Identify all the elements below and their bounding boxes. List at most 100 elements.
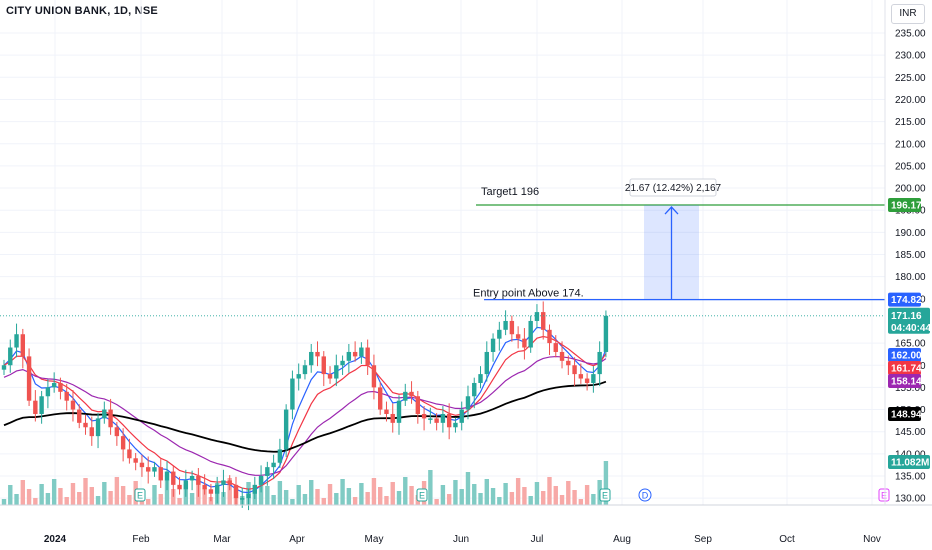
volume-bar — [327, 484, 333, 505]
y-tick-label: 140.00 — [895, 449, 926, 460]
candle-body — [371, 365, 377, 388]
candle-body — [472, 382, 477, 397]
candle-body — [277, 449, 283, 463]
candle-body — [164, 471, 170, 481]
volume-bar — [334, 493, 339, 505]
candle-body — [465, 396, 471, 410]
candle-body — [334, 365, 339, 379]
x-tick-label: Mar — [213, 534, 231, 545]
volume-bar — [14, 494, 19, 505]
candle-body — [95, 418, 101, 437]
candle-body — [26, 356, 32, 401]
volume-bar — [346, 488, 352, 505]
candle-body — [296, 374, 301, 379]
candle-body — [139, 462, 145, 468]
earnings-marker — [416, 488, 428, 502]
candle-body — [428, 418, 433, 420]
candle-body — [384, 409, 389, 414]
candle-body — [553, 343, 558, 352]
x-tick-label: Jun — [453, 534, 469, 545]
candle-body — [603, 315, 609, 352]
volume-bar — [33, 498, 38, 505]
candle-body — [509, 320, 515, 335]
y-tick-label: 225.00 — [895, 73, 926, 84]
candle-body — [83, 422, 88, 428]
candle-body — [252, 484, 257, 494]
volume-bar — [378, 487, 383, 505]
candle-body — [390, 413, 395, 423]
ema-price-text: 161.74 — [891, 364, 922, 375]
candle-body — [102, 409, 107, 419]
volume-bar — [277, 481, 283, 505]
candle-body — [315, 351, 320, 357]
volume-bar — [146, 499, 151, 505]
volume-bar — [434, 499, 439, 505]
y-tick-label: 190.00 — [895, 228, 926, 239]
candle-body — [547, 329, 552, 344]
target-price-tag-text: 196.17 — [891, 201, 922, 212]
volume-bar — [58, 488, 63, 505]
candle-body — [396, 400, 402, 423]
entry-price-tag — [888, 292, 921, 307]
volume-bar — [503, 483, 508, 505]
candle-body — [528, 320, 533, 348]
volume-tag — [888, 455, 930, 469]
candle-body — [490, 338, 496, 352]
candle-body — [591, 374, 596, 383]
candle-body — [8, 347, 13, 366]
measure-label: 21.67 (12.42%) 2,167 — [625, 183, 722, 194]
ema-price-tag — [888, 348, 921, 362]
candle-body — [271, 462, 276, 468]
candle-body — [58, 382, 63, 392]
candle-body — [378, 387, 383, 410]
y-tick-label: 180.00 — [895, 272, 926, 283]
drawing-overlays: 21.67 (12.42%) 2,167 Target1 196 Entry poi… — [0, 178, 890, 502]
entry-price-tag-text: 174.82 — [891, 295, 922, 306]
volume-bar — [70, 483, 76, 505]
candle-body — [33, 400, 38, 414]
candle-body — [177, 484, 182, 490]
candle-body — [440, 413, 446, 423]
ema-line — [3, 335, 607, 490]
candle-body — [302, 365, 308, 375]
volume-bar — [572, 490, 577, 505]
candle-body — [196, 476, 201, 485]
candle-body — [578, 374, 584, 379]
volume-bar — [446, 494, 452, 505]
y-tick-label: 205.00 — [895, 161, 926, 172]
volume-bar — [95, 496, 101, 505]
candle-body — [541, 312, 546, 330]
volume-bar — [39, 484, 44, 505]
candle-body — [503, 320, 508, 330]
volume-bar — [453, 480, 458, 505]
volume-bar — [296, 485, 301, 505]
candle-body — [152, 467, 157, 472]
candle-body — [240, 498, 245, 500]
volume-bar — [20, 480, 26, 505]
volume-bar — [497, 497, 502, 505]
candle-body — [309, 351, 314, 366]
event-marker-label: D — [642, 491, 649, 501]
earnings-marker — [599, 488, 611, 502]
volume-bar — [566, 481, 571, 505]
candle-body — [158, 467, 163, 481]
volume-bar — [490, 488, 496, 505]
y-tick-label: 215.00 — [895, 117, 926, 128]
volume-tag-text: 11.082M — [891, 458, 929, 469]
target-price-tag — [888, 198, 921, 213]
currency-selector[interactable]: INR — [891, 4, 925, 24]
volume-bar — [528, 496, 533, 505]
volume-bar — [578, 499, 584, 505]
candle-body — [265, 467, 270, 476]
volume-bar — [271, 495, 276, 505]
volume-bar — [547, 477, 552, 505]
candle-body — [321, 356, 326, 375]
candle-body — [64, 391, 69, 401]
x-tick-label: Feb — [132, 534, 150, 545]
candle-body — [522, 338, 527, 348]
measure-arrow-head — [664, 206, 679, 215]
volume-bar — [102, 482, 107, 505]
x-tick-label: Aug — [613, 534, 631, 545]
x-tick-label: 2024 — [44, 534, 67, 545]
